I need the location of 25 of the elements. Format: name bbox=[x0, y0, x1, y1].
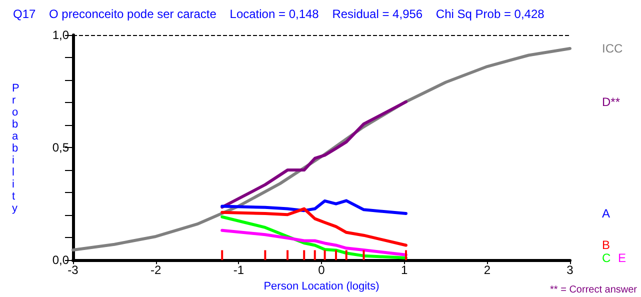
x-tick-label: 0 bbox=[318, 263, 326, 278]
text: ICC bbox=[602, 42, 623, 56]
line-series bbox=[220, 228, 408, 256]
y-tick-label: 1,0 bbox=[52, 28, 70, 42]
x-tick-label: 3 bbox=[566, 263, 574, 278]
line-series bbox=[220, 207, 408, 247]
chart-title: Q17 O preconceito pode ser caracte Location = 0,148 Residual = 4,956 Chi Sq Prob = 0,428 bbox=[13, 7, 545, 21]
line-series bbox=[220, 199, 408, 216]
x-tick-label: 1 bbox=[400, 263, 408, 278]
text: D** bbox=[602, 94, 620, 109]
line-series bbox=[220, 100, 408, 209]
y-tick-label: 0,0 bbox=[52, 253, 70, 268]
text: Probability bbox=[12, 82, 20, 214]
text: B bbox=[602, 238, 610, 252]
text: A bbox=[602, 206, 610, 221]
x-tick-label: -3 bbox=[68, 263, 79, 278]
x-tick-label: -1 bbox=[233, 263, 244, 278]
x-tick-label: 2 bbox=[484, 263, 491, 278]
line-series bbox=[220, 215, 408, 260]
y-tick-label: 0,5 bbox=[52, 140, 70, 155]
text: C bbox=[602, 250, 611, 265]
x-tick-label: -2 bbox=[150, 263, 162, 278]
text: ** = Correct answer bbox=[550, 284, 638, 296]
x-axis-title: Person Location (logits) bbox=[264, 280, 380, 292]
text: E bbox=[618, 250, 626, 265]
